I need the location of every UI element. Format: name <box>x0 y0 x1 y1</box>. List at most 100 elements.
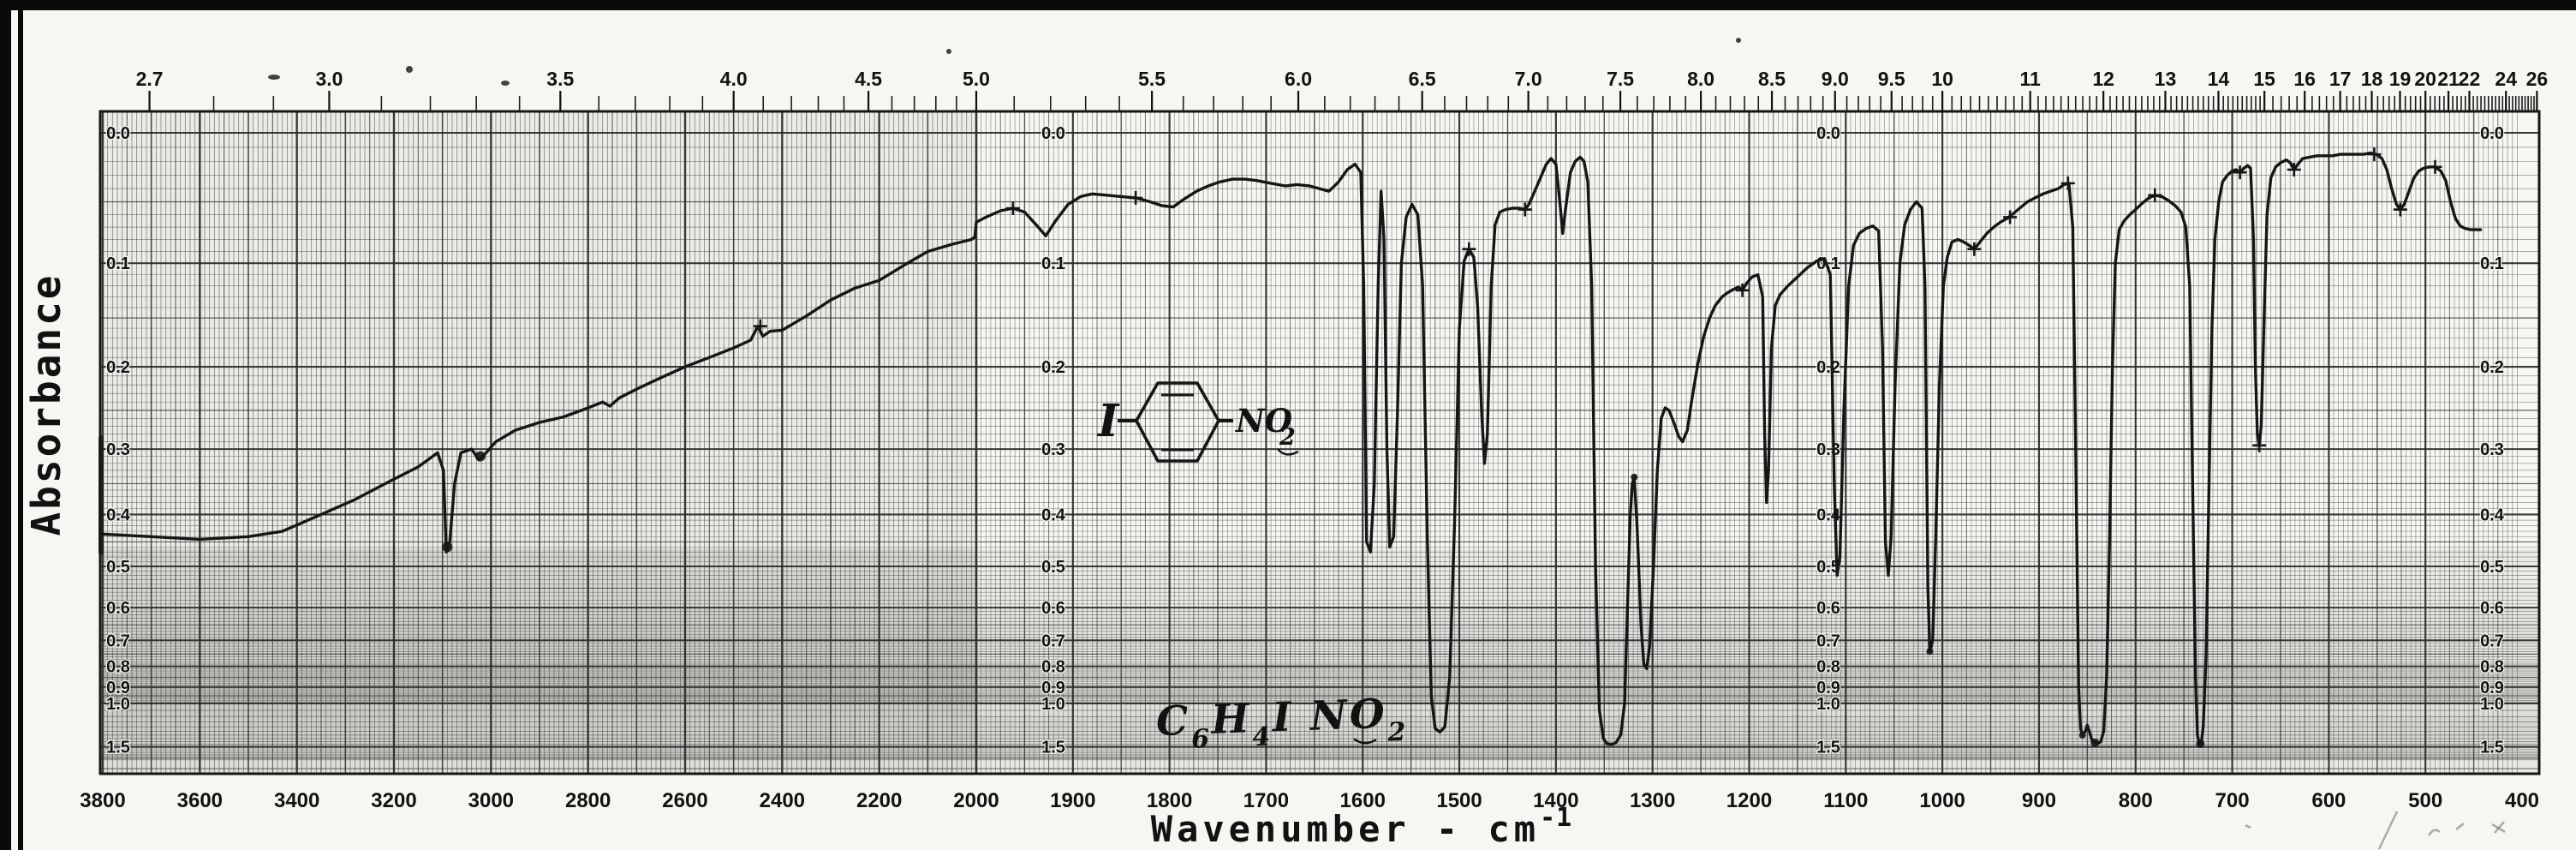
absorbance-tick-label: 0.4 <box>106 506 131 524</box>
pencil-scribble <box>2455 823 2465 830</box>
absorbance-tick-label: 0.8 <box>1816 658 1840 677</box>
absorbance-tick-label: 1.5 <box>1041 739 1065 757</box>
wavelength-tick-label: 9.5 <box>1878 68 1905 90</box>
wavenumber-tick-label: 1000 <box>1919 789 1965 812</box>
absorbance-tick-label: 0.6 <box>2480 599 2504 618</box>
absorbance-tick-label: 0.2 <box>106 358 130 377</box>
wavenumber-tick-label: 1600 <box>1340 789 1386 812</box>
absorbance-tick-label: 1.0 <box>1041 695 1065 714</box>
formula-swash <box>1353 738 1377 745</box>
wavenumber-tick-label: 3400 <box>274 789 319 812</box>
absorbance-tick-label: 0.3 <box>1816 440 1840 459</box>
absorbance-tick-label: 0.6 <box>1816 599 1840 618</box>
wavenumber-tick-label: 1300 <box>1630 789 1675 812</box>
absorbance-tick-label: 0.4 <box>1041 506 1066 524</box>
wavelength-tick-label: 12 <box>2092 68 2114 90</box>
wavenumber-tick-label: 400 <box>2505 789 2539 812</box>
wavenumber-tick-label: 3800 <box>80 789 125 812</box>
absorbance-tick-label: 1.5 <box>106 739 130 757</box>
wavenumber-tick-label: 1800 <box>1147 789 1192 812</box>
wavelength-tick-label: 10 <box>1931 68 1953 90</box>
structure-annotation: I NO 2 <box>1096 381 1299 463</box>
spectrum-curve <box>98 147 2483 749</box>
absorbance-tick-label: 0.7 <box>1041 632 1065 650</box>
wavelength-tick-label: 9.0 <box>1822 68 1849 90</box>
absorbance-tick-label: 0.7 <box>2480 632 2504 650</box>
absorbance-tick-label: 1.5 <box>2480 739 2504 757</box>
wavenumber-tick-label: 1900 <box>1050 789 1095 812</box>
wavenumber-tick-label: 3000 <box>468 789 514 812</box>
absorbance-tick-label: 0.0 <box>2480 124 2504 143</box>
absorbance-tick-label: 0.4 <box>1816 506 1841 524</box>
wavelength-tick-label: 11 <box>2020 68 2042 90</box>
wavenumber-tick-label: 2200 <box>856 789 902 812</box>
wavelength-tick-label: 17 <box>2329 68 2352 90</box>
wavelength-tick-label: 21 <box>2437 68 2460 90</box>
absorbance-tick-label: 0.2 <box>1041 358 1065 377</box>
wavenumber-tick-label: 2800 <box>565 789 611 812</box>
curve-markers <box>753 147 2442 452</box>
absorbance-tick-label: 0.3 <box>106 440 130 459</box>
nitro-group-label: NO <box>1235 402 1292 440</box>
pencil-scribble <box>2494 821 2505 834</box>
handwriting-swash <box>1277 448 1299 456</box>
x-axis-title: Wavenumber - cm-1 <box>1151 803 1572 850</box>
wavenumber-tick-label: 700 <box>2215 789 2250 812</box>
wavenumber-tick-label: 2600 <box>662 789 707 812</box>
absorbance-tick-label: 0.4 <box>2480 506 2505 524</box>
absorbance-tick-label: 0.2 <box>2480 358 2504 377</box>
absorbance-tick-label: 0.0 <box>1041 124 1065 143</box>
wavelength-tick-label: 4.5 <box>855 68 882 90</box>
absorbance-tick-label: 0.8 <box>2480 658 2504 677</box>
absorbance-tick-label: 0.1 <box>2480 254 2504 273</box>
absorbance-tick-label: 0.1 <box>1041 254 1065 273</box>
pencil-scribble <box>2377 811 2399 850</box>
formula-annotation: C6H4I NO2 <box>1155 690 1409 756</box>
top-wavelength-axis: 2.7 3.0 3.5 4.0 4.5 5.0 5.5 6.0 6.5 7.0 7.5 8.0 8.5 9… <box>136 68 2549 111</box>
wavelength-tick-label: 8.5 <box>1758 68 1786 90</box>
iodine-substituent-label: I <box>1096 395 1120 447</box>
wavenumber-tick-label: 500 <box>2408 789 2442 812</box>
wavelength-tick-label: 5.0 <box>963 68 990 90</box>
wavelength-tick-label: 19 <box>2389 68 2412 90</box>
scan-shading <box>100 111 2539 774</box>
wavelength-tick-label: 15 <box>2253 68 2275 90</box>
compound-formula: C6H4I NO2 <box>1155 690 1409 756</box>
absorbance-tick-label: 0.7 <box>1816 632 1840 650</box>
absorbance-tick-label: 0.9 <box>1816 679 1840 697</box>
wavelength-tick-label: 6.5 <box>1409 68 1436 90</box>
absorbance-tick-label: 0.7 <box>106 632 130 650</box>
scan-edge-top <box>0 0 2576 10</box>
wavelength-tick-label: 13 <box>2155 68 2177 90</box>
wavenumber-tick-label: 800 <box>2119 789 2153 812</box>
nitro-group-subscript: 2 <box>1279 424 1296 451</box>
wavelength-tick-label: 14 <box>2208 68 2230 90</box>
wavelength-tick-label: 4.0 <box>720 68 748 90</box>
absorbance-tick-label: 0.5 <box>1041 558 1065 577</box>
wavenumber-tick-label: 1700 <box>1243 789 1289 812</box>
wavelength-tick-label: 20 <box>2414 68 2436 90</box>
absorbance-tick-label: 0.6 <box>1041 599 1065 618</box>
absorbance-tick-label: 0.1 <box>106 254 130 273</box>
bottom-wavenumber-axis: 3800 3600 3400 3200 3000 2800 2600 2400 2200 2000… <box>80 789 2539 812</box>
wavenumber-tick-label: 1200 <box>1726 789 1772 812</box>
wavelength-tick-label: 3.0 <box>315 68 343 90</box>
absorbance-tick-label: 1.0 <box>106 695 130 714</box>
wavenumber-tick-label: 1400 <box>1533 789 1578 812</box>
absorbance-tick-label: 0.9 <box>1041 679 1065 697</box>
wavelength-tick-label: 26 <box>2526 68 2549 90</box>
wavenumber-tick-label: 900 <box>2022 789 2056 812</box>
absorbance-tick-label: 1.5 <box>1816 739 1840 757</box>
wavelength-tick-label: 18 <box>2361 68 2383 90</box>
absorbance-tick-label: 1.0 <box>1816 695 1840 714</box>
absorbance-tick-label: 0.5 <box>106 558 130 577</box>
wavelength-tick-label: 24 <box>2495 68 2517 90</box>
wavelength-tick-label: 3.5 <box>546 68 574 90</box>
absorbance-tick-label: 1.0 <box>2480 695 2504 714</box>
wavelength-tick-label: 22 <box>2459 68 2481 90</box>
absorbance-tick-label: 0.9 <box>2480 679 2504 697</box>
absorbance-scale-labels: 0.00.10.20.30.40.50.60.70.80.91.01.50.00… <box>105 123 2506 758</box>
absorbance-tick-label: 0.5 <box>2480 558 2504 577</box>
absorbance-tick-label: 0.8 <box>106 658 130 677</box>
